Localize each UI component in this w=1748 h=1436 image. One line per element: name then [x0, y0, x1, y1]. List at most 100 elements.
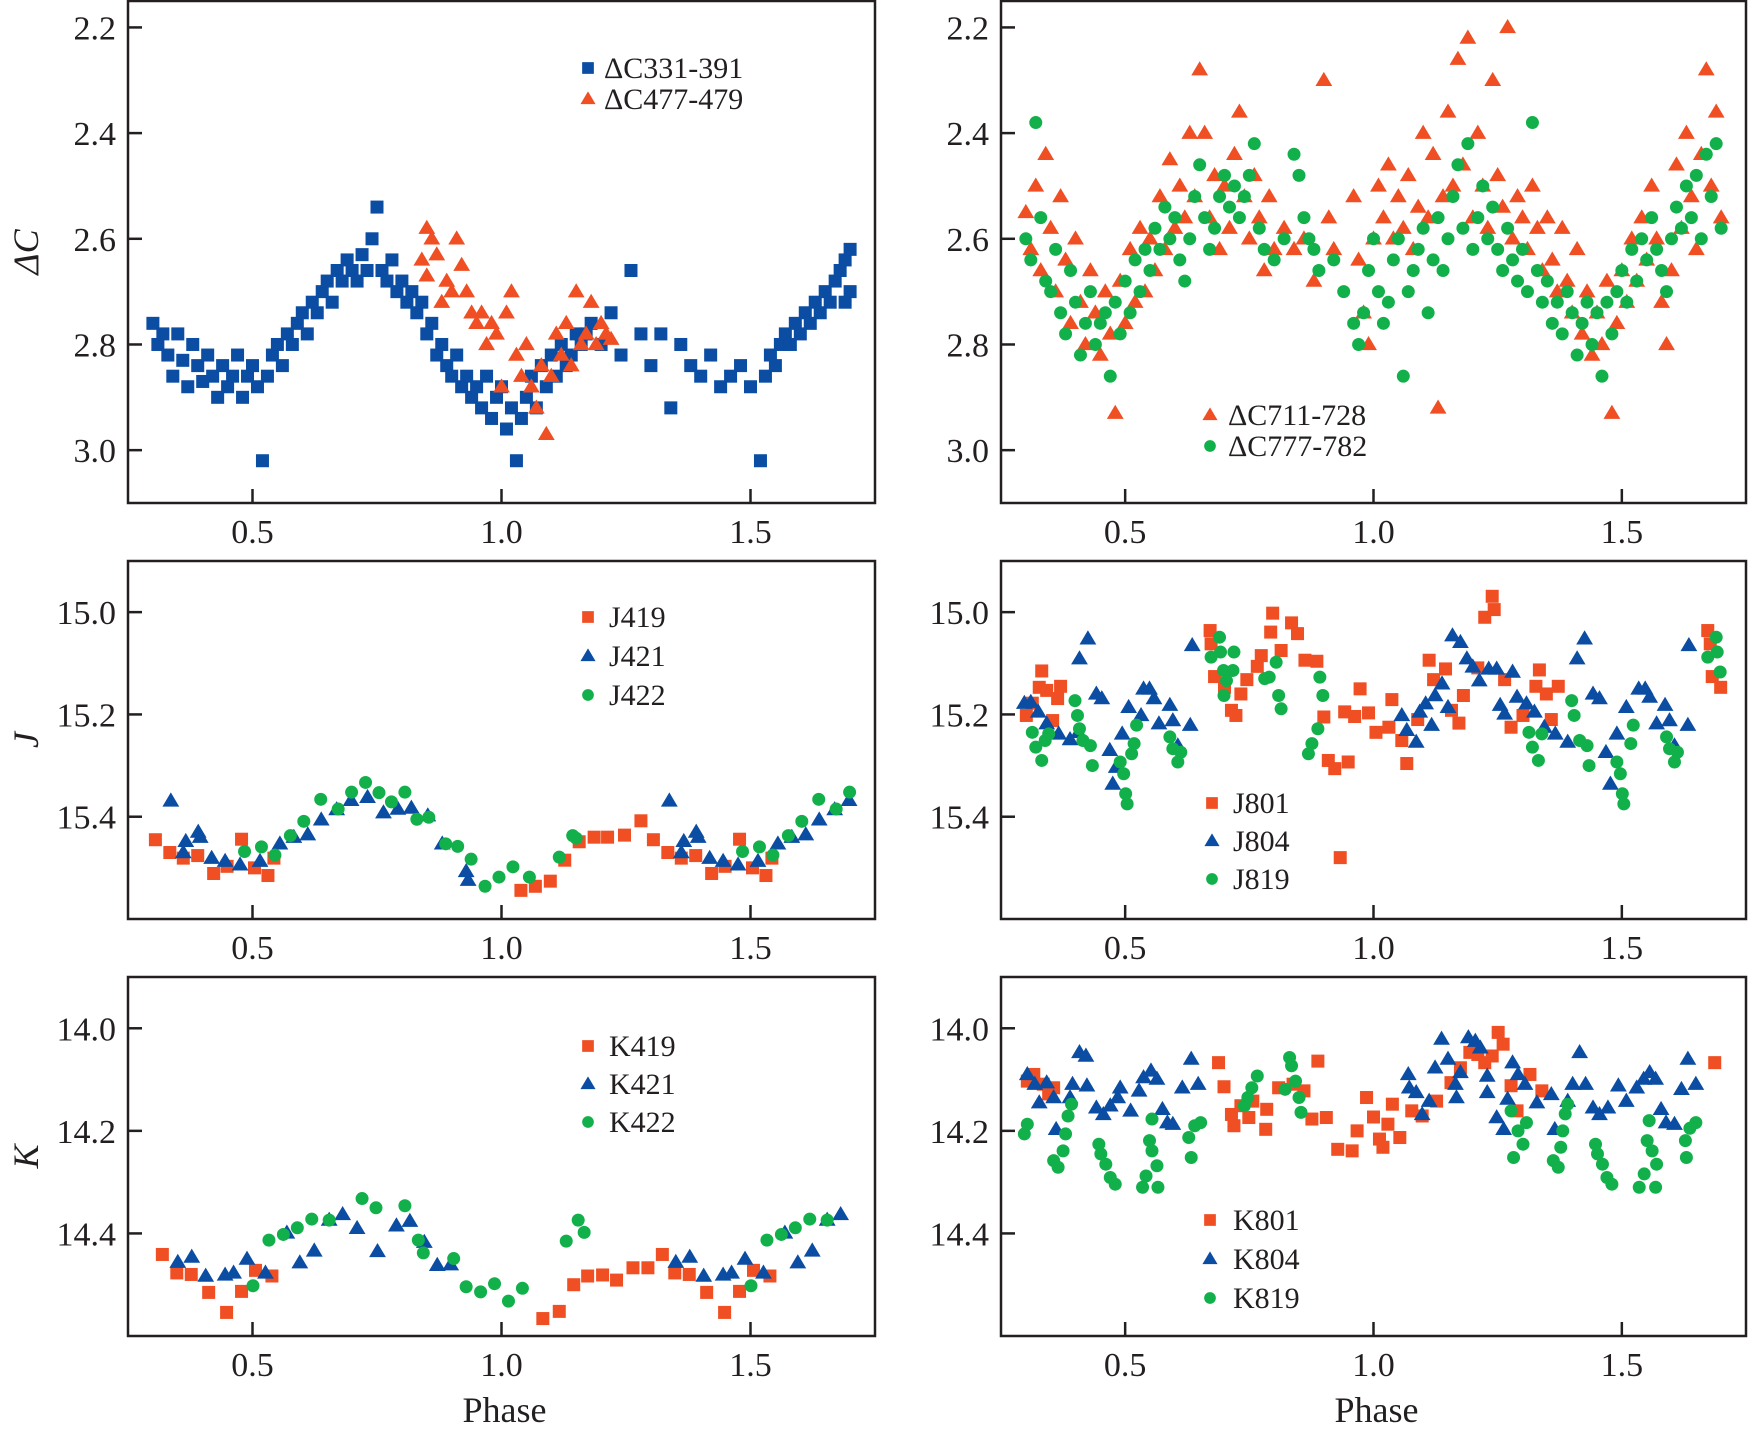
- legend: J419 J421 J422: [580, 601, 666, 712]
- data-point: [1073, 348, 1087, 362]
- data-point: [428, 1256, 446, 1271]
- data-point: [1655, 263, 1669, 277]
- data-point: [246, 1279, 260, 1293]
- data-point: [1452, 716, 1466, 730]
- x-tick-label: 1.0: [480, 930, 523, 967]
- data-point: [1017, 203, 1035, 219]
- data-point: [1414, 124, 1432, 139]
- data-point: [1560, 285, 1574, 299]
- data-point: [1525, 116, 1539, 130]
- data-point: [1504, 663, 1521, 678]
- data-point: [1117, 767, 1131, 781]
- data-point: [610, 1273, 624, 1287]
- data-point: [235, 1284, 249, 1298]
- data-point: [370, 200, 384, 214]
- data-point: [1078, 1077, 1096, 1092]
- data-point: [1617, 1092, 1635, 1107]
- legend-marker-circle: [1204, 440, 1216, 452]
- data-point: [1555, 327, 1569, 341]
- data-point: [1163, 730, 1177, 744]
- data-point: [235, 832, 249, 846]
- data-point: [191, 828, 209, 843]
- y-tick-label: 14.4: [930, 1216, 990, 1253]
- legend-label: J419: [609, 601, 666, 634]
- data-point: [360, 263, 374, 277]
- data-point: [1032, 262, 1050, 277]
- data-point: [250, 380, 264, 394]
- data-point: [1568, 240, 1586, 256]
- data-point: [440, 359, 454, 373]
- data-point: [1647, 1070, 1665, 1085]
- data-point: [582, 293, 600, 308]
- data-point: [773, 337, 787, 351]
- data-point: [537, 425, 555, 441]
- data-point: [1591, 690, 1608, 705]
- data-point: [1370, 177, 1387, 192]
- data-point: [389, 800, 407, 815]
- data-point: [254, 840, 268, 854]
- data-point: [375, 263, 389, 277]
- data-point: [201, 348, 215, 362]
- data-point: [1328, 762, 1342, 776]
- data-point: [480, 369, 494, 383]
- data-points: [146, 200, 857, 468]
- data-point: [1217, 663, 1231, 677]
- data-point: [832, 1206, 850, 1221]
- series-K804: [1018, 1029, 1705, 1136]
- data-point: [1426, 687, 1444, 702]
- data-point: [1511, 274, 1525, 288]
- data-point: [1327, 253, 1341, 267]
- data-point: [797, 826, 815, 841]
- data-point: [1234, 687, 1248, 701]
- data-point: [626, 1261, 640, 1275]
- data-point: [1544, 713, 1558, 727]
- data-point: [1640, 1134, 1654, 1148]
- data-point: [1385, 693, 1399, 707]
- data-point: [191, 849, 205, 863]
- data-point: [1221, 219, 1238, 234]
- y-tick-label: 3.0: [74, 433, 117, 470]
- data-point: [350, 274, 364, 288]
- data-point: [1108, 1177, 1122, 1191]
- data-point: [723, 1264, 740, 1279]
- x-tick-label: 1.0: [1352, 930, 1395, 967]
- data-point: [405, 285, 419, 299]
- data-points: [148, 775, 858, 897]
- data-point: [843, 285, 857, 299]
- data-point: [331, 802, 345, 816]
- data-point: [1132, 707, 1150, 722]
- data-point: [1091, 346, 1109, 361]
- legend-marker-circle: [582, 1116, 594, 1128]
- data-point: [1083, 739, 1097, 753]
- data-point: [1613, 767, 1627, 781]
- data-point: [220, 1305, 234, 1319]
- data-point: [1444, 627, 1461, 642]
- data-point: [1389, 188, 1407, 203]
- data-point: [216, 852, 234, 867]
- data-point: [1485, 589, 1499, 603]
- data-point: [1096, 283, 1114, 298]
- x-tick-label: 1.0: [480, 1347, 523, 1384]
- data-point: [1532, 663, 1546, 677]
- legend-marker-circle: [1204, 1292, 1216, 1304]
- data-point: [1451, 158, 1465, 172]
- data-point: [335, 274, 349, 288]
- data-point: [1103, 369, 1117, 383]
- data-point: [1590, 306, 1604, 320]
- data-point: [1507, 1151, 1521, 1165]
- data-point: [1708, 1056, 1722, 1070]
- data-point: [1341, 755, 1355, 769]
- data-point: [1178, 274, 1192, 288]
- data-point: [1526, 703, 1543, 718]
- data-point: [1393, 707, 1411, 722]
- data-point: [602, 330, 620, 345]
- data-point: [1158, 200, 1172, 214]
- data-point: [1139, 1169, 1153, 1183]
- data-point: [1466, 242, 1480, 256]
- data-point: [675, 832, 693, 847]
- data-point: [1184, 1151, 1198, 1165]
- legend-label: K419: [609, 1030, 676, 1063]
- data-point: [1603, 404, 1621, 419]
- y-tick-label: 15.4: [57, 800, 117, 837]
